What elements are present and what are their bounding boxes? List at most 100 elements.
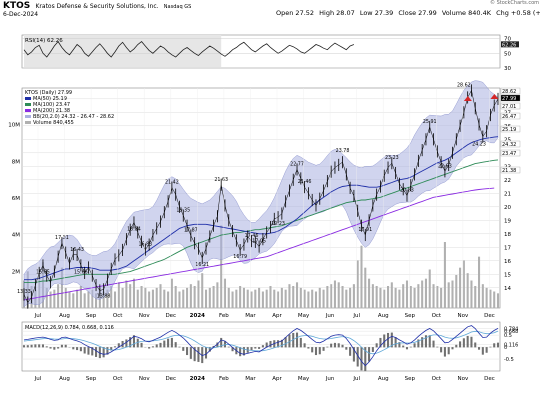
- macd-histogram-bar: [470, 336, 473, 348]
- x-axis-label-macd: Nov: [139, 376, 150, 382]
- price-right-badge: [500, 149, 521, 157]
- x-axis-label-macd: Aug: [378, 376, 389, 382]
- volume-tick-label: 8M: [12, 159, 20, 165]
- price-annotation: 13.88: [97, 293, 111, 299]
- price-annotation: 17.05: [252, 239, 266, 245]
- volume-bar: [409, 286, 412, 308]
- macd-histogram-bar: [485, 347, 488, 353]
- company-name: Kratos Defense & Security Solutions, Inc…: [35, 3, 159, 10]
- macd-histogram-bar: [356, 347, 359, 367]
- macd-histogram-bar: [250, 347, 253, 351]
- volume-bar: [496, 293, 500, 308]
- volume-bar: [178, 291, 181, 308]
- volume-bar: [349, 287, 352, 308]
- macd-histogram-bar: [151, 346, 154, 348]
- macd-histogram-bar: [371, 347, 374, 352]
- volume-bar: [220, 225, 223, 308]
- macd-histogram-bar: [455, 344, 458, 348]
- macd-histogram-bar: [322, 347, 325, 351]
- price-right-badge: [500, 112, 521, 120]
- bollinger-band: [23, 80, 499, 308]
- price-right-label: 21.38: [502, 168, 516, 174]
- rsi-tick-label: 30: [504, 66, 511, 72]
- macd-histogram-bar: [459, 341, 462, 348]
- x-axis-label-price: Feb: [219, 313, 229, 319]
- rsi-shaded-region: [24, 35, 222, 68]
- legend-swatch: [25, 109, 31, 112]
- volume-bar: [68, 291, 71, 308]
- macd-histogram-bar: [345, 347, 348, 350]
- volume-bar: [292, 286, 295, 308]
- volume-bar: [174, 286, 177, 308]
- macd-histogram-bar: [110, 347, 113, 351]
- macd-histogram-bar: [478, 347, 481, 350]
- x-axis-label-macd: Jul: [352, 376, 360, 382]
- price-tick-label: 20: [504, 205, 511, 211]
- x-axis-label-macd: Oct: [113, 376, 123, 382]
- macd-histogram-bar: [341, 344, 344, 348]
- volume-bar: [53, 289, 56, 308]
- x-axis-label-macd: Aug: [59, 376, 70, 382]
- macd-histogram-bar: [447, 347, 450, 355]
- volume-bar: [227, 287, 230, 308]
- volume-bar: [288, 284, 291, 308]
- macd-panel: [21, 321, 501, 372]
- price-right-badge: [500, 102, 521, 110]
- price-annotation: 21.46: [298, 179, 312, 185]
- ticker-symbol: KTOS: [3, 1, 31, 11]
- volume-bar: [466, 273, 469, 308]
- macd-histogram-bar: [197, 347, 200, 362]
- volume-bar: [330, 284, 333, 308]
- volume-bar: [102, 291, 105, 308]
- close-value: Close 27.99: [398, 9, 437, 17]
- volume-bar: [72, 293, 75, 308]
- macd-tick-label: 0.784: [504, 326, 518, 332]
- volume-bar: [76, 289, 79, 308]
- macd-histogram-bar: [466, 336, 469, 348]
- volume-bar: [223, 278, 227, 308]
- volume-bar: [216, 282, 219, 308]
- macd-histogram-bar: [91, 347, 94, 356]
- legend-swatch: [25, 97, 31, 100]
- macd-histogram-bar: [155, 344, 158, 348]
- volume-bar: [443, 242, 446, 308]
- volume-bar: [314, 291, 318, 308]
- macd-histogram-bar: [102, 347, 105, 358]
- volume-bar: [481, 284, 484, 308]
- macd-histogram-bar: [295, 332, 299, 348]
- macd-histogram-bar: [409, 346, 412, 348]
- macd-histogram-bar: [132, 335, 136, 348]
- volume-bar: [193, 286, 196, 308]
- price-line: [23, 89, 499, 304]
- exchange-name: Nasdaq GS: [163, 4, 192, 10]
- volume-bar: [383, 289, 386, 308]
- macd-histogram-bar: [136, 338, 139, 348]
- volume-bar: [345, 289, 348, 308]
- volume-bar: [432, 284, 435, 308]
- macd-tick-label: -0.5: [504, 357, 514, 363]
- x-axis-label-price: Mar: [245, 313, 256, 319]
- macd-histogram-bar: [113, 346, 117, 348]
- price-right-label: 24.32: [502, 142, 516, 148]
- volume-bar: [57, 284, 60, 308]
- volume-bar: [459, 267, 462, 308]
- volume-bar: [186, 287, 189, 308]
- volume-bar: [125, 280, 128, 308]
- price-tick-label: 19: [504, 218, 511, 224]
- x-axis-label-price: Dec: [484, 313, 495, 319]
- volume-bar: [132, 278, 136, 308]
- price-tick-label: 18: [504, 232, 511, 238]
- volume-bar: [45, 287, 48, 308]
- volume-bar: [250, 291, 253, 308]
- volume-bar: [79, 286, 82, 308]
- price-right-badge: [500, 94, 521, 102]
- macd-histogram-bar: [22, 345, 26, 348]
- macd-histogram-bar: [64, 344, 67, 348]
- volume-bar: [299, 287, 302, 308]
- macd-histogram-bar: [117, 343, 120, 348]
- volume-bar: [87, 291, 90, 308]
- macd-histogram-bar: [386, 332, 390, 348]
- macd-tick-label: 0.668: [504, 329, 518, 335]
- volume-bar: [155, 287, 158, 308]
- macd-tick-label: 0.116: [504, 342, 518, 348]
